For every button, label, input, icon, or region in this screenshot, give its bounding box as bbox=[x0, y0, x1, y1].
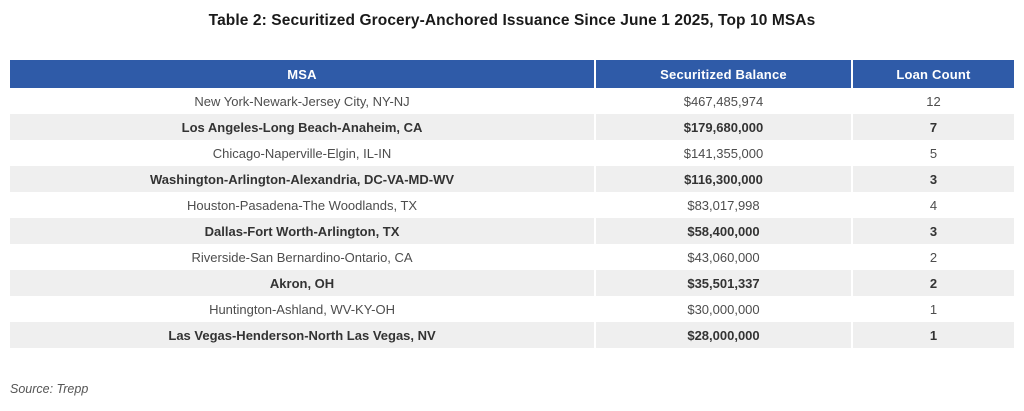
msa-cell: Houston-Pasadena-The Woodlands, TX bbox=[10, 192, 595, 218]
msa-cell: New York-Newark-Jersey City, NY-NJ bbox=[10, 88, 595, 114]
count-cell: 7 bbox=[850, 114, 1014, 140]
count-cell: 1 bbox=[850, 296, 1014, 322]
msa-cell: Chicago-Naperville-Elgin, IL-IN bbox=[10, 140, 595, 166]
table-row: New York-Newark-Jersey City, NY-NJ $467,… bbox=[10, 88, 1014, 114]
msa-cell: Dallas-Fort Worth-Arlington, TX bbox=[10, 218, 595, 244]
table-row: Houston-Pasadena-The Woodlands, TX $83,0… bbox=[10, 192, 1014, 218]
issuance-table: MSA Securitized Balance Loan Count New Y… bbox=[10, 60, 1014, 348]
column-header-msa: MSA bbox=[10, 60, 595, 88]
table-row: Los Angeles-Long Beach-Anaheim, CA $179,… bbox=[10, 114, 1014, 140]
source-note: Source: Trepp bbox=[10, 382, 89, 396]
table-row: Chicago-Naperville-Elgin, IL-IN $141,355… bbox=[10, 140, 1014, 166]
balance-cell: $28,000,000 bbox=[594, 322, 851, 348]
table-row: Akron, OH $35,501,337 2 bbox=[10, 270, 1014, 296]
table-row: Washington-Arlington-Alexandria, DC-VA-M… bbox=[10, 166, 1014, 192]
balance-cell: $179,680,000 bbox=[594, 114, 851, 140]
table-row: Las Vegas-Henderson-North Las Vegas, NV … bbox=[10, 322, 1014, 348]
count-cell: 3 bbox=[850, 166, 1014, 192]
count-cell: 3 bbox=[850, 218, 1014, 244]
msa-cell: Akron, OH bbox=[10, 270, 595, 296]
count-cell: 1 bbox=[850, 322, 1014, 348]
count-cell: 12 bbox=[850, 88, 1014, 114]
msa-cell: Washington-Arlington-Alexandria, DC-VA-M… bbox=[10, 166, 595, 192]
count-cell: 2 bbox=[850, 244, 1014, 270]
balance-cell: $467,485,974 bbox=[594, 88, 851, 114]
balance-cell: $43,060,000 bbox=[594, 244, 851, 270]
balance-cell: $35,501,337 bbox=[594, 270, 851, 296]
count-cell: 4 bbox=[850, 192, 1014, 218]
table-row: Riverside-San Bernardino-Ontario, CA $43… bbox=[10, 244, 1014, 270]
msa-cell: Riverside-San Bernardino-Ontario, CA bbox=[10, 244, 595, 270]
balance-cell: $30,000,000 bbox=[594, 296, 851, 322]
column-header-count: Loan Count bbox=[850, 60, 1014, 88]
balance-cell: $83,017,998 bbox=[594, 192, 851, 218]
table-row: Dallas-Fort Worth-Arlington, TX $58,400,… bbox=[10, 218, 1014, 244]
table-header-row: MSA Securitized Balance Loan Count bbox=[10, 60, 1014, 88]
msa-cell: Huntington-Ashland, WV-KY-OH bbox=[10, 296, 595, 322]
balance-cell: $116,300,000 bbox=[594, 166, 851, 192]
msa-cell: Los Angeles-Long Beach-Anaheim, CA bbox=[10, 114, 595, 140]
column-header-balance: Securitized Balance bbox=[594, 60, 851, 88]
balance-cell: $141,355,000 bbox=[594, 140, 851, 166]
count-cell: 5 bbox=[850, 140, 1014, 166]
count-cell: 2 bbox=[850, 270, 1014, 296]
msa-cell: Las Vegas-Henderson-North Las Vegas, NV bbox=[10, 322, 595, 348]
table-title: Table 2: Securitized Grocery-Anchored Is… bbox=[208, 12, 816, 29]
balance-cell: $58,400,000 bbox=[594, 218, 851, 244]
table-body: New York-Newark-Jersey City, NY-NJ $467,… bbox=[10, 88, 1014, 348]
table-row: Huntington-Ashland, WV-KY-OH $30,000,000… bbox=[10, 296, 1014, 322]
